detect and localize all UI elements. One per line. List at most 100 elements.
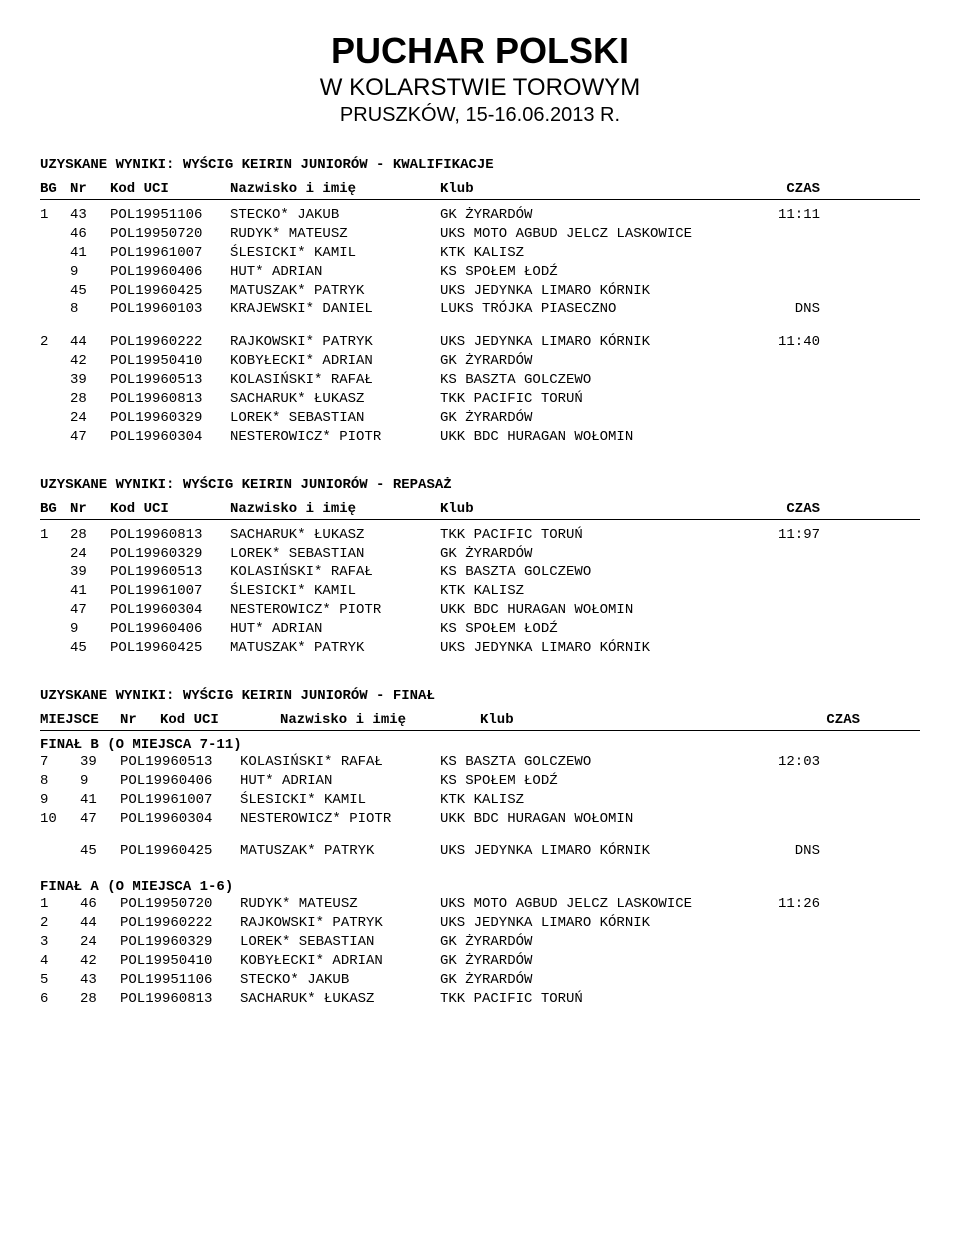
table-row: 45POL19960425MATUSZAK* PATRYKUKS JEDYNKA… — [40, 639, 920, 658]
cell-name: NESTEROWICZ* PIOTR — [230, 428, 440, 447]
cell-kod: POL19960103 — [110, 300, 230, 319]
table-row: 442POL19950410KOBYŁECKI* ADRIANGK ŻYRARD… — [40, 952, 920, 971]
table-row: 46POL19950720RUDYK* MATEUSZUKS MOTO AGBU… — [40, 225, 920, 244]
cell-klub: GK ŻYRARDÓW — [440, 545, 760, 564]
cell-klub: KS BASZTA GOLCZEWO — [440, 563, 760, 582]
cell-name: MATUSZAK* PATRYK — [230, 282, 440, 301]
cell-bg — [40, 282, 70, 301]
cell-czas — [760, 620, 820, 639]
final-body: FINAŁ B (O MIEJSCA 7-11)7 3 9POL19960513 KO… — [40, 737, 920, 1009]
cell-kod: POL19951106 — [110, 206, 230, 225]
col-bg: BG — [40, 501, 70, 517]
cell-klub: UKS JEDYNKA LIMARO KÓRNIK — [440, 914, 760, 933]
cell-kod: POL19961007 — [110, 582, 230, 601]
cell-kod: POL19961007 — [120, 791, 240, 810]
cell-kod: POL19960513 — [120, 753, 240, 772]
cell-name: KOBYŁECKI* ADRIAN — [240, 952, 440, 971]
cell-miejsce: 3 — [40, 933, 80, 952]
section-title-kwalifikacje: UZYSKANE WYNIKI: WYŚCIG KEIRIN JUNIORÓW … — [40, 157, 920, 173]
col-klub: Klub — [480, 712, 800, 728]
cell-nr: 9 — [70, 620, 110, 639]
cell-miejsce: 5 — [40, 971, 80, 990]
cell-czas — [760, 952, 820, 971]
cell-name: NESTEROWICZ* PIOTR — [240, 810, 440, 829]
table-row: 244POL19960222RAJKOWSKI* PATRYKUKS JEDYN… — [40, 333, 920, 352]
subgroup-label: FINAŁ B (O MIEJSCA 7-11) — [40, 737, 920, 753]
cell-bg — [40, 409, 70, 428]
cell-czas — [760, 390, 820, 409]
table-row: 39POL19960513KOLASIŃSKI* RAFAŁKS BASZTA … — [40, 371, 920, 390]
cell-name: ŚLESICKI* KAMIL — [240, 791, 440, 810]
cell-klub: LUKS TRÓJKA PIASECZNO — [440, 300, 760, 319]
col-name: Nazwisko i imię — [230, 181, 440, 197]
table-row: 128POL19960813SACHARUK* ŁUKASZTKK PACIFI… — [40, 526, 920, 545]
col-nr: Nr — [70, 501, 110, 517]
cell-miejsce — [40, 842, 80, 861]
cell-nr: 45 — [70, 639, 110, 658]
cell-czas — [760, 225, 820, 244]
cell-klub: UKS JEDYNKA LIMARO KÓRNIK — [440, 282, 760, 301]
cell-kod: POL19950410 — [120, 952, 240, 971]
cell-klub: UKS JEDYNKA LIMARO KÓRNIK — [440, 639, 760, 658]
cell-kod: POL19960329 — [110, 409, 230, 428]
cell-klub: GK ŻYRARDÓW — [440, 409, 760, 428]
cell-name: RAJKOWSKI* PATRYK — [240, 914, 440, 933]
cell-kod: POL19960406 — [110, 263, 230, 282]
table-row: 45POL19960425MATUSZAK* PATRYKUKS JEDYNKA… — [40, 842, 920, 861]
cell-kod: POL19961007 — [110, 244, 230, 263]
title-main: PUCHAR POLSKI — [40, 30, 920, 72]
cell-czas — [760, 428, 820, 447]
cell-klub: UKS MOTO AGBUD JELCZ LASKOWICE — [440, 895, 760, 914]
cell-bg — [40, 601, 70, 620]
cell-kod: POL19960425 — [110, 282, 230, 301]
cell-nr: 43 — [70, 206, 110, 225]
cell-nr: 8 — [70, 300, 110, 319]
cell-kod: POL19960406 — [120, 772, 240, 791]
cell-klub: GK ŻYRARDÓW — [440, 933, 760, 952]
table-row: 941POL19961007ŚLESICKI* KAMILKTK KALISZ — [40, 791, 920, 810]
cell-czas: 11:11 — [760, 206, 820, 225]
cell-nr: 47 — [80, 810, 120, 829]
kwalifikacje-body: 143POL19951106STECKO* JAKUBGK ŻYRARDÓW11… — [40, 206, 920, 447]
col-czas: CZAS — [800, 712, 860, 728]
cell-nr: 41 — [70, 582, 110, 601]
cell-miejsce: 10 — [40, 810, 80, 829]
subgroup-label: FINAŁ A (O MIEJSCA 1-6) — [40, 879, 920, 895]
cell-miejsce: 6 — [40, 990, 80, 1009]
cell-czas: DNS — [760, 842, 820, 861]
cell-name: ŚLESICKI* KAMIL — [230, 582, 440, 601]
col-nr: Nr — [120, 712, 160, 728]
cell-name: HUT* ADRIAN — [230, 263, 440, 282]
cell-miejsce: 4 — [40, 952, 80, 971]
col-kod: Kod UCI — [110, 501, 230, 517]
cell-bg: 1 — [40, 206, 70, 225]
table-row: 1047POL19960304NESTEROWICZ* PIOTRUKK BDC… — [40, 810, 920, 829]
table-row: 41POL19961007ŚLESICKI* KAMILKTK KALISZ — [40, 582, 920, 601]
cell-nr: 24 — [70, 545, 110, 564]
cell-kod: POL19960304 — [120, 810, 240, 829]
cell-kod: POL19960304 — [110, 428, 230, 447]
cell-kod: POL19950720 — [120, 895, 240, 914]
col-kod: Kod UCI — [110, 181, 230, 197]
cell-nr: 28 — [80, 990, 120, 1009]
table-row: 9POL19960406HUT* ADRIANKS SPOŁEM ŁODŹ — [40, 263, 920, 282]
cell-nr: 28 — [70, 526, 110, 545]
cell-miejsce: 7 — [40, 753, 80, 772]
section-title-final: UZYSKANE WYNIKI: WYŚCIG KEIRIN JUNIORÓW … — [40, 688, 920, 704]
table-row: 89POL19960406HUT* ADRIANKS SPOŁEM ŁODŹ — [40, 772, 920, 791]
cell-klub: UKK BDC HURAGAN WOŁOMIN — [440, 428, 760, 447]
cell-bg — [40, 263, 70, 282]
table-row: 24POL19960329LOREK* SEBASTIANGK ŻYRARDÓW — [40, 545, 920, 564]
col-klub: Klub — [440, 181, 760, 197]
cell-name: ŚLESICKI* KAMIL — [230, 244, 440, 263]
table-row: 8POL19960103KRAJEWSKI* DANIELLUKS TRÓJKA… — [40, 300, 920, 319]
cell-nr: 9 — [80, 772, 120, 791]
cell-kod: POL19951106 — [120, 971, 240, 990]
cell-klub: GK ŻYRARDÓW — [440, 952, 760, 971]
cell-kod: POL19960425 — [120, 842, 240, 861]
section-title-repasaz: UZYSKANE WYNIKI: WYŚCIG KEIRIN JUNIORÓW … — [40, 477, 920, 493]
table-row: 47POL19960304NESTEROWICZ* PIOTRUKK BDC H… — [40, 601, 920, 620]
cell-bg — [40, 244, 70, 263]
cell-name: MATUSZAK* PATRYK — [240, 842, 440, 861]
cell-klub: GK ŻYRARDÓW — [440, 206, 760, 225]
